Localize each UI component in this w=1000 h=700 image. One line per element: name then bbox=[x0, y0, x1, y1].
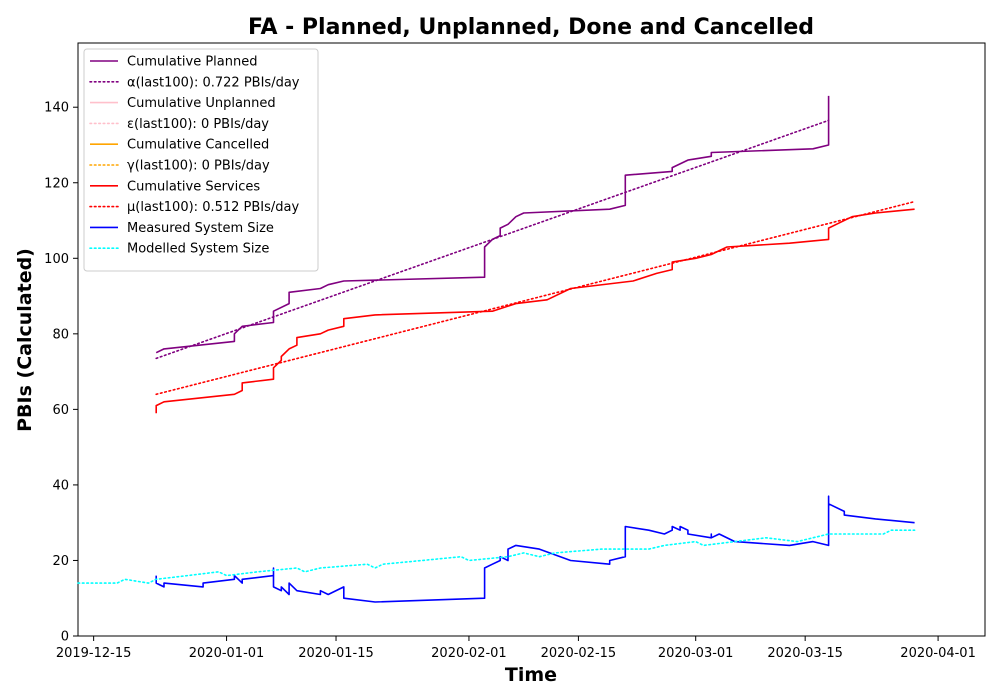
legend-label: α(last100): 0.722 PBIs/day bbox=[127, 75, 300, 90]
legend-label: Measured System Size bbox=[127, 221, 274, 236]
y-tick-label: 100 bbox=[44, 252, 69, 267]
y-tick-label: 20 bbox=[52, 554, 69, 569]
plot-frame bbox=[77, 42, 986, 637]
legend-label: Cumulative Unplanned bbox=[127, 96, 276, 111]
legend-label: ε(last100): 0 PBIs/day bbox=[127, 117, 269, 132]
series-line-modelled-system-size bbox=[77, 529, 916, 584]
series-line-measured-system-size bbox=[155, 495, 915, 603]
y-axis-label: PBIs (Calculated) bbox=[14, 248, 36, 432]
x-tick-label: 2020-02-01 bbox=[431, 646, 507, 661]
legend-label: Cumulative Services bbox=[127, 179, 260, 194]
chart-title: FA - Planned, Unplanned, Done and Cancel… bbox=[248, 15, 814, 40]
legend-label: Cumulative Planned bbox=[127, 55, 257, 70]
y-tick-label: 0 bbox=[61, 630, 69, 645]
y-tick-label: 40 bbox=[52, 478, 69, 493]
x-tick-label: 2020-03-15 bbox=[767, 646, 843, 661]
legend-label: Cumulative Cancelled bbox=[127, 138, 269, 153]
legend-label: μ(last100): 0.512 PBIs/day bbox=[127, 200, 299, 215]
x-tick-label: 2020-03-01 bbox=[658, 646, 734, 661]
x-axis-label: Time bbox=[505, 664, 557, 686]
y-tick-label: 60 bbox=[52, 403, 69, 418]
x-tick-label: 2019-12-15 bbox=[56, 646, 132, 661]
series-line-cumulative-services bbox=[155, 208, 915, 414]
x-tick-label: 2020-04-01 bbox=[900, 646, 976, 661]
series-line-cumulative-planned bbox=[155, 95, 830, 354]
y-axis-ticks: 0 20 40 60 80 100 120 140 bbox=[44, 101, 78, 645]
legend-label: γ(last100): 0 PBIs/day bbox=[127, 159, 270, 174]
y-tick-label: 140 bbox=[44, 101, 69, 116]
series-line-last100-0-722-pbis-day bbox=[155, 119, 830, 360]
y-tick-label: 120 bbox=[44, 176, 69, 191]
legend-box bbox=[83, 48, 319, 272]
series-layer bbox=[77, 95, 916, 603]
y-tick-label: 80 bbox=[52, 327, 69, 342]
x-axis-ticks: 2019-12-15 2020-01-01 2020-01-15 2020-02-01… bbox=[56, 636, 976, 661]
x-tick-label: 2020-02-15 bbox=[541, 646, 617, 661]
x-tick-label: 2020-01-01 bbox=[189, 646, 265, 661]
x-tick-label: 2020-01-15 bbox=[298, 646, 374, 661]
legend-label: Modelled System Size bbox=[127, 242, 269, 257]
series-line-last100-0-512-pbis-day bbox=[155, 200, 916, 396]
legend: Cumulative Planned α(last100): 0.722 PBIs… bbox=[83, 48, 319, 272]
